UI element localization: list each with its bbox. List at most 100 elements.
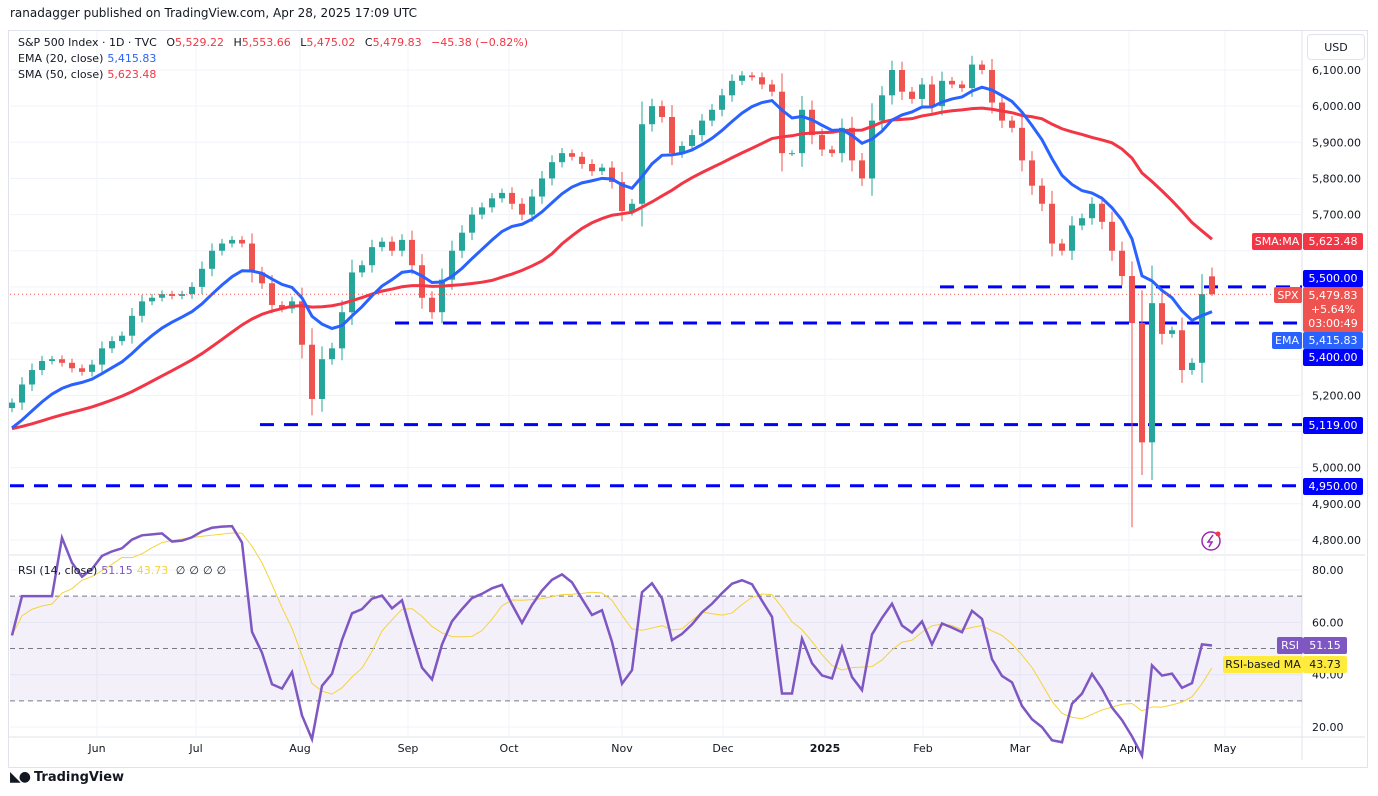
candle-body	[89, 364, 95, 372]
ema-tag-badge-bg	[1272, 332, 1302, 349]
sma-label: SMA (50, close)	[18, 68, 104, 81]
level-4950-badge: 4,950.00	[1303, 478, 1363, 495]
candle-body	[729, 80, 735, 96]
rsi-label: RSI (14, close)	[18, 564, 98, 577]
candle-body	[319, 359, 325, 399]
candle-body	[739, 75, 745, 81]
candle-body	[199, 268, 205, 287]
time-tick-label: Mar	[1010, 742, 1031, 755]
candle-body	[229, 239, 235, 244]
lightning-icon[interactable]	[1201, 531, 1221, 551]
price-tick-label: 4,900.00	[1312, 498, 1361, 511]
candle-body	[899, 70, 905, 92]
candle-body	[509, 192, 515, 204]
candle-body	[1179, 330, 1185, 371]
candle-body	[429, 297, 435, 313]
candle-body	[499, 192, 505, 199]
candle-body	[149, 297, 155, 302]
level-4950-badge-text: 4,950.00	[1309, 480, 1358, 493]
candle-body	[719, 95, 725, 110]
candle-body	[309, 344, 315, 399]
ema-20-line	[11, 85, 1213, 430]
candle-body	[369, 247, 375, 266]
time-tick-label: Apr	[1119, 742, 1139, 755]
candle-body	[59, 359, 65, 363]
candle-body	[839, 127, 845, 154]
candle-body	[1159, 303, 1165, 334]
chart-frame	[8, 30, 1368, 768]
candle-body	[19, 384, 25, 403]
change-value: −45.38 (−0.82%)	[431, 36, 529, 49]
tradingview-logo[interactable]: ◣● TradingView	[10, 769, 124, 785]
candle-body	[109, 341, 115, 349]
candle-body	[1089, 203, 1095, 219]
sma-tag-badge-bg	[1252, 233, 1302, 250]
candle-body	[349, 272, 355, 313]
candle-body	[1009, 120, 1015, 128]
candle-body	[389, 241, 395, 251]
candle-body	[1139, 323, 1145, 443]
rsi-tag-badge-text: RSI	[1281, 639, 1299, 652]
symbol-name[interactable]: S&P 500 Index · 1D · TVC	[18, 36, 157, 49]
level-5500-badge: 5,500.00	[1303, 270, 1363, 287]
time-tick-label: 2025	[810, 742, 841, 755]
time-tick-label: May	[1214, 742, 1237, 755]
candle-body	[629, 203, 635, 211]
candle-body	[779, 91, 785, 154]
candle-body	[769, 84, 775, 92]
level-4950-badge-bg	[1303, 478, 1363, 495]
candle-body	[1149, 303, 1155, 443]
candle-body	[949, 80, 955, 85]
sma-price-badge-text: 5,623.48	[1309, 235, 1358, 248]
candle-body	[829, 149, 835, 154]
candle-body	[959, 84, 965, 89]
tradingview-logo-icon: ◣●	[10, 769, 31, 785]
rsi-ma-tag-badge: RSI-based MA	[1223, 656, 1303, 673]
candle-body	[459, 232, 465, 251]
candle-body	[489, 198, 495, 208]
time-tick-label: Jul	[188, 742, 202, 755]
candle-body	[79, 368, 85, 372]
candle-body	[649, 106, 655, 125]
price-tick-label: 4,800.00	[1312, 534, 1361, 547]
ema-price-badge-bg	[1303, 332, 1363, 349]
rsi-tag-badge-bg	[1277, 637, 1303, 654]
candle-body	[1129, 276, 1135, 324]
candle-body	[439, 279, 445, 313]
candle-body	[49, 359, 55, 362]
price-tick-label: 6,000.00	[1312, 100, 1361, 113]
ema-price-badge: 5,415.83	[1303, 332, 1363, 349]
candle-body	[99, 348, 105, 365]
rsi-ma-tag-badge-bg	[1223, 656, 1303, 673]
rsi-na-value: ∅	[216, 564, 227, 577]
level-5119-badge: 5,119.00	[1303, 417, 1363, 434]
candle-body	[179, 294, 185, 296]
rsi-tick-label: 80.00	[1312, 564, 1344, 577]
candle-body	[1119, 250, 1125, 277]
rsi-ma-tag-badge-text: RSI-based MA	[1225, 658, 1301, 671]
rsi-value-badge-text: 51.15	[1309, 639, 1341, 652]
ema-label: EMA (20, close)	[18, 52, 104, 65]
candle-body	[159, 294, 165, 298]
rsi-value-badge: 51.15	[1303, 637, 1347, 654]
price-tick-label: 5,200.00	[1312, 389, 1361, 402]
sma-tag-badge: SMA:MA	[1252, 233, 1302, 250]
candle-body	[449, 250, 455, 280]
open-label: O	[166, 36, 176, 49]
low-value: 5,475.02	[306, 36, 356, 49]
candle-body	[299, 301, 305, 345]
price-tick-label: 5,700.00	[1312, 209, 1361, 222]
candle-body	[359, 265, 365, 273]
rsi-na-value: ∅	[202, 564, 213, 577]
lightning-icon-dot	[1215, 531, 1221, 537]
low-label: L	[300, 36, 307, 49]
candle-body	[29, 370, 35, 385]
candle-body	[469, 214, 475, 233]
sma-legend[interactable]: SMA (50, close) 5,623.48	[18, 68, 156, 81]
rsi-legend[interactable]: RSI (14, close) 51.15 43.73 ∅ ∅ ∅ ∅	[18, 564, 226, 577]
currency-selector[interactable]: USD	[1307, 34, 1365, 60]
candle-body	[889, 70, 895, 96]
level-5119-badge-bg	[1303, 417, 1363, 434]
ema-legend[interactable]: EMA (20, close) 5,415.83	[18, 52, 156, 65]
